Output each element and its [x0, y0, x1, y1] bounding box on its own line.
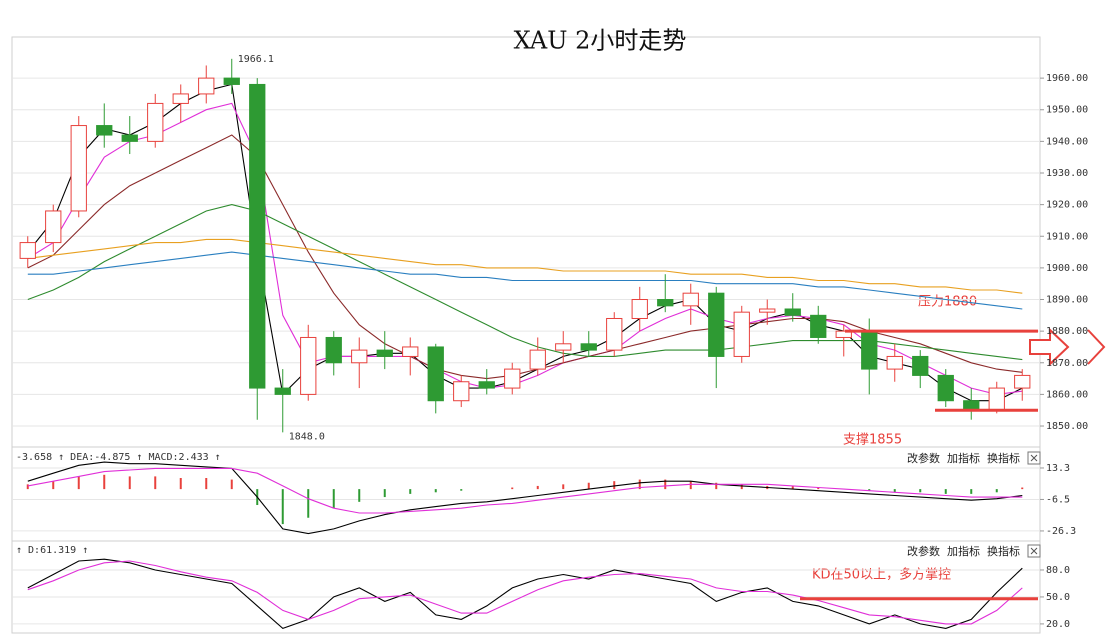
y-tick-label: 1960.00: [1046, 73, 1088, 84]
candle-body: [886, 355, 903, 370]
candle-body: [427, 346, 444, 402]
y-tick-label: 1890.00: [1046, 295, 1088, 306]
y-tick-label: -6.5: [1046, 494, 1070, 505]
candle-body: [172, 93, 189, 104]
y-tick-label: 1940.00: [1046, 136, 1088, 147]
indicator-header: -3.658 ↑ DEA:-4.875 ↑ MACD:2.433 ↑: [16, 452, 221, 463]
y-tick-label: -26.3: [1046, 526, 1076, 537]
indicator-header: ↑ D:61.319 ↑: [16, 545, 88, 556]
toolbar-button[interactable]: 加指标: [947, 544, 980, 558]
candle-body: [351, 349, 368, 364]
candle-body: [121, 134, 138, 142]
y-tick-label: 20.0: [1046, 619, 1070, 630]
toolbar-button[interactable]: 换指标: [987, 451, 1020, 465]
candle-body: [580, 343, 597, 351]
annotation: KD在50以上，多方掌控: [812, 567, 951, 583]
y-tick-label: 1930.00: [1046, 168, 1088, 179]
candle-body: [657, 299, 674, 307]
candle-body: [147, 102, 164, 142]
candle-body: [988, 387, 1005, 411]
y-tick-label: 13.3: [1046, 463, 1070, 474]
candle-body: [759, 308, 776, 313]
y-tick-label: 1860.00: [1046, 389, 1088, 400]
candle-body: [555, 343, 572, 351]
candle-body: [70, 125, 87, 212]
y-tick-label: 1850.00: [1046, 421, 1088, 432]
candle-body: [325, 336, 342, 364]
candle-body: [223, 77, 240, 85]
series-line: [27, 83, 1023, 402]
candle-body: [912, 355, 929, 376]
candle-body: [835, 330, 852, 338]
candle-body: [937, 374, 954, 402]
series-line: [27, 102, 1023, 395]
candle-body: [402, 346, 419, 357]
series-line: [27, 461, 1023, 535]
y-tick-label: 1920.00: [1046, 200, 1088, 211]
y-tick-label: 1870.00: [1046, 358, 1088, 369]
y-tick-label: 1900.00: [1046, 263, 1088, 274]
candle-body: [810, 314, 827, 338]
candle-body: [45, 210, 62, 244]
candle-body: [274, 387, 291, 395]
series-line: [27, 560, 1023, 625]
y-tick-label: 1910.00: [1046, 231, 1088, 242]
low-label: 1848.0: [289, 431, 325, 442]
candle-body: [606, 317, 623, 351]
y-tick-label: 80.0: [1046, 565, 1070, 576]
candle-body: [529, 349, 546, 370]
series-line: [27, 134, 1023, 380]
candle-body: [631, 299, 648, 319]
candle-body: [861, 330, 878, 370]
candle-body: [300, 336, 317, 395]
series-line: [27, 251, 1023, 310]
toolbar-button[interactable]: 改参数: [907, 544, 940, 558]
candle-body: [453, 381, 470, 402]
y-tick-label: 50.0: [1046, 592, 1070, 603]
arrow: [1087, 329, 1106, 365]
candle-body: [478, 381, 495, 389]
candle-body: [96, 125, 113, 136]
frame: [11, 36, 1041, 634]
candle-body: [708, 292, 725, 357]
series-line: [27, 238, 1023, 294]
candle-body: [19, 242, 36, 259]
y-tick-label: 1880.00: [1046, 326, 1088, 337]
arrow: [1029, 327, 1070, 367]
candle-body: [198, 77, 215, 95]
toolbar-button[interactable]: 加指标: [947, 451, 980, 465]
candle-body: [504, 368, 521, 389]
candle-body: [1014, 374, 1031, 389]
close-button[interactable]: [1027, 544, 1041, 558]
toolbar-button[interactable]: 换指标: [987, 544, 1020, 558]
candle-body: [376, 349, 393, 357]
candle-body: [682, 292, 699, 307]
series-line: [27, 558, 1023, 630]
toolbar-button[interactable]: 改参数: [907, 451, 940, 465]
chart-title: XAU 2小时走势: [514, 27, 687, 55]
y-tick-label: 1950.00: [1046, 105, 1088, 116]
series-line: [27, 467, 1023, 514]
annotation: 支撑1855: [843, 433, 902, 448]
high-label: 1966.1: [238, 54, 274, 65]
series-line: [27, 204, 1023, 361]
candle-body: [784, 308, 801, 316]
candle-body: [249, 83, 266, 389]
candle-body: [733, 311, 750, 357]
close-button[interactable]: [1027, 451, 1041, 465]
